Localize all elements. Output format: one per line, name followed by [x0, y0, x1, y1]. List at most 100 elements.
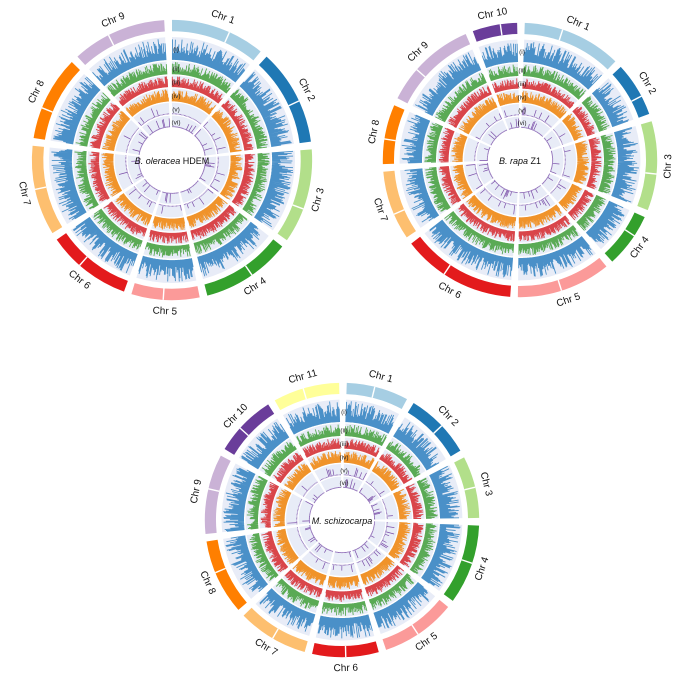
centromere-mark — [384, 138, 396, 142]
centromere-mark — [464, 486, 476, 491]
chromosome-label: Chr 5 — [152, 305, 177, 317]
track-signal — [521, 90, 567, 119]
chromosome-band — [224, 404, 275, 455]
track-background — [541, 173, 560, 193]
track-signal — [344, 424, 387, 447]
track-signal — [421, 523, 461, 588]
track-signal — [491, 179, 518, 199]
track-signal — [325, 588, 363, 603]
track-signal — [522, 78, 575, 109]
track-signal — [358, 487, 376, 504]
track-signal — [152, 216, 186, 231]
track-background — [475, 187, 517, 216]
chromosome-label: Chr 11 — [287, 368, 319, 386]
chromosome-label: Chr 7 — [16, 180, 32, 207]
track-background — [469, 108, 503, 140]
track-signal — [102, 110, 131, 152]
track-signal — [523, 42, 602, 90]
track-signal — [352, 540, 369, 559]
track-background — [464, 163, 484, 192]
track-signal — [345, 401, 395, 434]
track-signal — [301, 481, 318, 497]
track-signal — [75, 92, 111, 147]
chromosome-band — [274, 382, 340, 411]
chromosome-label: Chr 3 — [662, 154, 674, 179]
track-background — [198, 156, 217, 186]
track-signal — [325, 486, 342, 492]
track-signal — [378, 522, 395, 549]
chromosome-band — [206, 539, 247, 610]
track-signal — [586, 137, 602, 190]
track-background — [310, 542, 334, 562]
track-signal — [229, 89, 268, 149]
track-signal — [138, 255, 194, 282]
track-signal — [388, 522, 411, 559]
track-signal — [132, 131, 149, 155]
chromosome-chr-5: Chr 5 — [131, 191, 200, 318]
track-signal — [51, 149, 87, 220]
track-label: (vi) — [339, 480, 348, 487]
chromosome-band — [258, 56, 311, 144]
track-signal — [239, 71, 292, 147]
track-signal — [416, 477, 438, 519]
track-signal — [296, 424, 341, 447]
track-signal — [261, 441, 297, 477]
track-label: (v) — [340, 468, 348, 475]
track-signal — [518, 225, 579, 255]
chromosome-chr-10: Chr 10 — [221, 402, 325, 504]
track-signal — [144, 242, 191, 258]
track-signal — [118, 155, 133, 185]
chromosome-chr-2: Chr 2 — [194, 56, 317, 156]
track-background — [329, 563, 358, 576]
track-signal — [123, 127, 140, 153]
chromosome-band — [382, 599, 449, 650]
centromere-mark — [292, 204, 304, 210]
track-signal — [241, 421, 290, 470]
chromosome-label: Chr 9 — [100, 10, 127, 30]
track-background — [485, 179, 518, 204]
track-signal — [448, 85, 492, 129]
track-label: (i) — [519, 49, 525, 56]
track-background — [543, 130, 561, 150]
track-label: (vi) — [171, 119, 180, 126]
chromosome-band — [346, 382, 408, 410]
track-signal — [312, 492, 325, 504]
species-label: B. oleracea HDEM — [135, 156, 210, 166]
track-signal — [211, 110, 242, 153]
track-signal — [543, 137, 553, 150]
chromosome-chr-4: Chr 4 — [180, 180, 283, 298]
track-signal — [550, 178, 566, 194]
track-signal — [203, 121, 226, 154]
track-signal — [334, 551, 351, 557]
track-signal — [364, 565, 405, 597]
track-signal — [479, 146, 491, 161]
chromosome-chr-3: Chr 3 — [198, 149, 327, 241]
track-signal — [591, 82, 630, 128]
track-background — [343, 464, 369, 481]
track-background — [294, 472, 318, 497]
track-signal — [474, 142, 479, 162]
track-signal — [107, 63, 168, 97]
species-label: M. schizocarpa — [312, 516, 373, 526]
track-signal — [101, 152, 123, 197]
track-signal — [365, 481, 385, 498]
track-background — [172, 102, 209, 125]
track-signal — [190, 204, 237, 241]
chromosome-label: Chr 8 — [26, 78, 47, 105]
track-signal — [314, 542, 334, 553]
chromosome-label: Chr 9 — [189, 478, 205, 505]
track-signal — [344, 439, 380, 458]
track-background — [155, 203, 184, 218]
track-background — [180, 180, 207, 203]
track-signal — [496, 92, 520, 107]
track-background — [286, 527, 309, 557]
track-signal — [284, 463, 312, 491]
chromosome-chr-3: Chr 3 — [370, 457, 494, 520]
track-label: (iii) — [518, 81, 527, 88]
chromosome-band — [131, 283, 200, 301]
track-label: (v) — [172, 107, 180, 114]
track-background — [358, 482, 380, 504]
track-label: (iii) — [172, 79, 181, 86]
track-signal — [128, 186, 157, 208]
chromosome-chr-7: Chr 7 — [371, 162, 494, 238]
